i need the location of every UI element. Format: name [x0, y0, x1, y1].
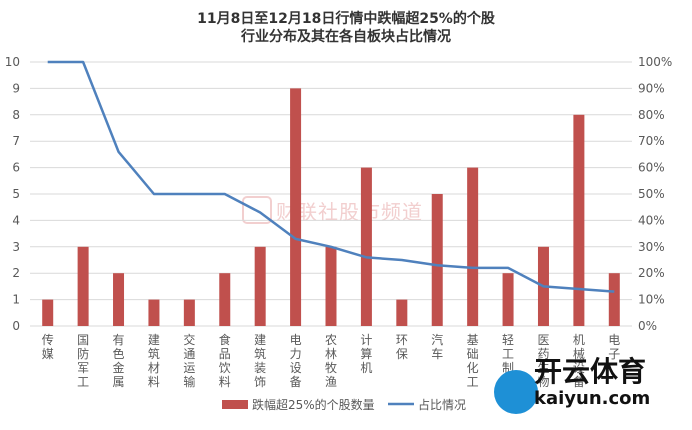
- y-right-tick-label: 60%: [638, 161, 665, 175]
- bar: [325, 246, 337, 326]
- bar: [431, 194, 443, 326]
- x-tick-label: 建筑装饰: [254, 333, 266, 389]
- x-tick-label: 基础化工: [467, 333, 479, 389]
- y-left-tick-label: 1: [12, 293, 20, 307]
- brand-logo: 开云体育 kaiyun.com: [470, 340, 690, 430]
- x-tick-label: 电子: [608, 333, 620, 361]
- y-right-tick-label: 30%: [638, 240, 665, 254]
- bar: [502, 273, 514, 326]
- x-tick-label: 环保: [396, 333, 408, 361]
- bar: [219, 273, 231, 326]
- y-left-tick-label: 4: [12, 213, 20, 227]
- bar: [77, 246, 89, 326]
- y-right-tick-label: 90%: [638, 81, 665, 95]
- y-left-tick-label: 3: [12, 240, 20, 254]
- x-tick-label: 农林牧渔: [325, 333, 337, 389]
- bar: [360, 167, 372, 326]
- chart-title-line2: 行业分布及其在各自板块占比情况: [241, 29, 451, 45]
- bar: [608, 273, 620, 326]
- y-right-tick-label: 50%: [638, 187, 665, 201]
- y-right-tick-label: 20%: [638, 266, 665, 280]
- y-right-tick-label: 40%: [638, 213, 665, 227]
- x-tick-label: 国防军工: [77, 333, 89, 389]
- bar: [396, 299, 408, 326]
- y-right-tick-label: 70%: [638, 134, 665, 148]
- chart-title-line1: 11月8日至12月18日行情中跌幅超25%的个股: [197, 11, 495, 27]
- bar: [573, 114, 585, 326]
- brand-url: kaiyun.com: [534, 388, 651, 409]
- x-tick-label: 医药生物: [537, 333, 549, 389]
- bar: [254, 246, 266, 326]
- y-left-tick-label: 6: [12, 161, 20, 175]
- bar: [42, 299, 54, 326]
- bar: [113, 273, 125, 326]
- bar: [467, 167, 479, 326]
- y-right-tick-label: 100%: [638, 55, 672, 69]
- x-tick-label: 建筑材料: [148, 333, 160, 389]
- brand-name: 开云体育: [534, 355, 647, 388]
- y-right-tick-label: 10%: [638, 293, 665, 307]
- bar: [148, 299, 160, 326]
- y-left-tick-label: 5: [12, 187, 20, 201]
- x-tick-label: 电力设备: [290, 333, 302, 389]
- legend-line-label: 占比情况: [418, 397, 466, 412]
- y-left-tick-label: 8: [12, 108, 20, 122]
- x-tick-label: 计算机: [360, 333, 372, 375]
- y-left-tick-label: 10: [5, 55, 20, 69]
- x-tick-label: 食品饮料: [219, 332, 231, 389]
- legend-bar-label: 跌幅超25%的个股数量: [252, 397, 375, 412]
- x-tick-label: 机械设备: [573, 333, 585, 389]
- y-left-tick-label: 9: [12, 81, 20, 95]
- x-tick-label: 汽车: [431, 332, 443, 361]
- y-left-tick-label: 7: [12, 134, 20, 148]
- y-right-tick-label: 80%: [638, 108, 665, 122]
- x-tick-label: 有色金属: [113, 333, 125, 389]
- watermark-logo-icon: [242, 196, 272, 224]
- legend-bar-swatch: [222, 400, 248, 409]
- x-tick-label: 传媒: [42, 332, 54, 361]
- x-tick-label: 交通运输: [183, 332, 195, 389]
- bar: [183, 299, 195, 326]
- brand-ball-icon: [494, 370, 538, 414]
- bar: [290, 88, 302, 327]
- y-right-tick-label: 0%: [638, 319, 657, 333]
- y-left-tick-label: 2: [12, 266, 20, 280]
- y-left-tick-label: 0: [12, 319, 20, 333]
